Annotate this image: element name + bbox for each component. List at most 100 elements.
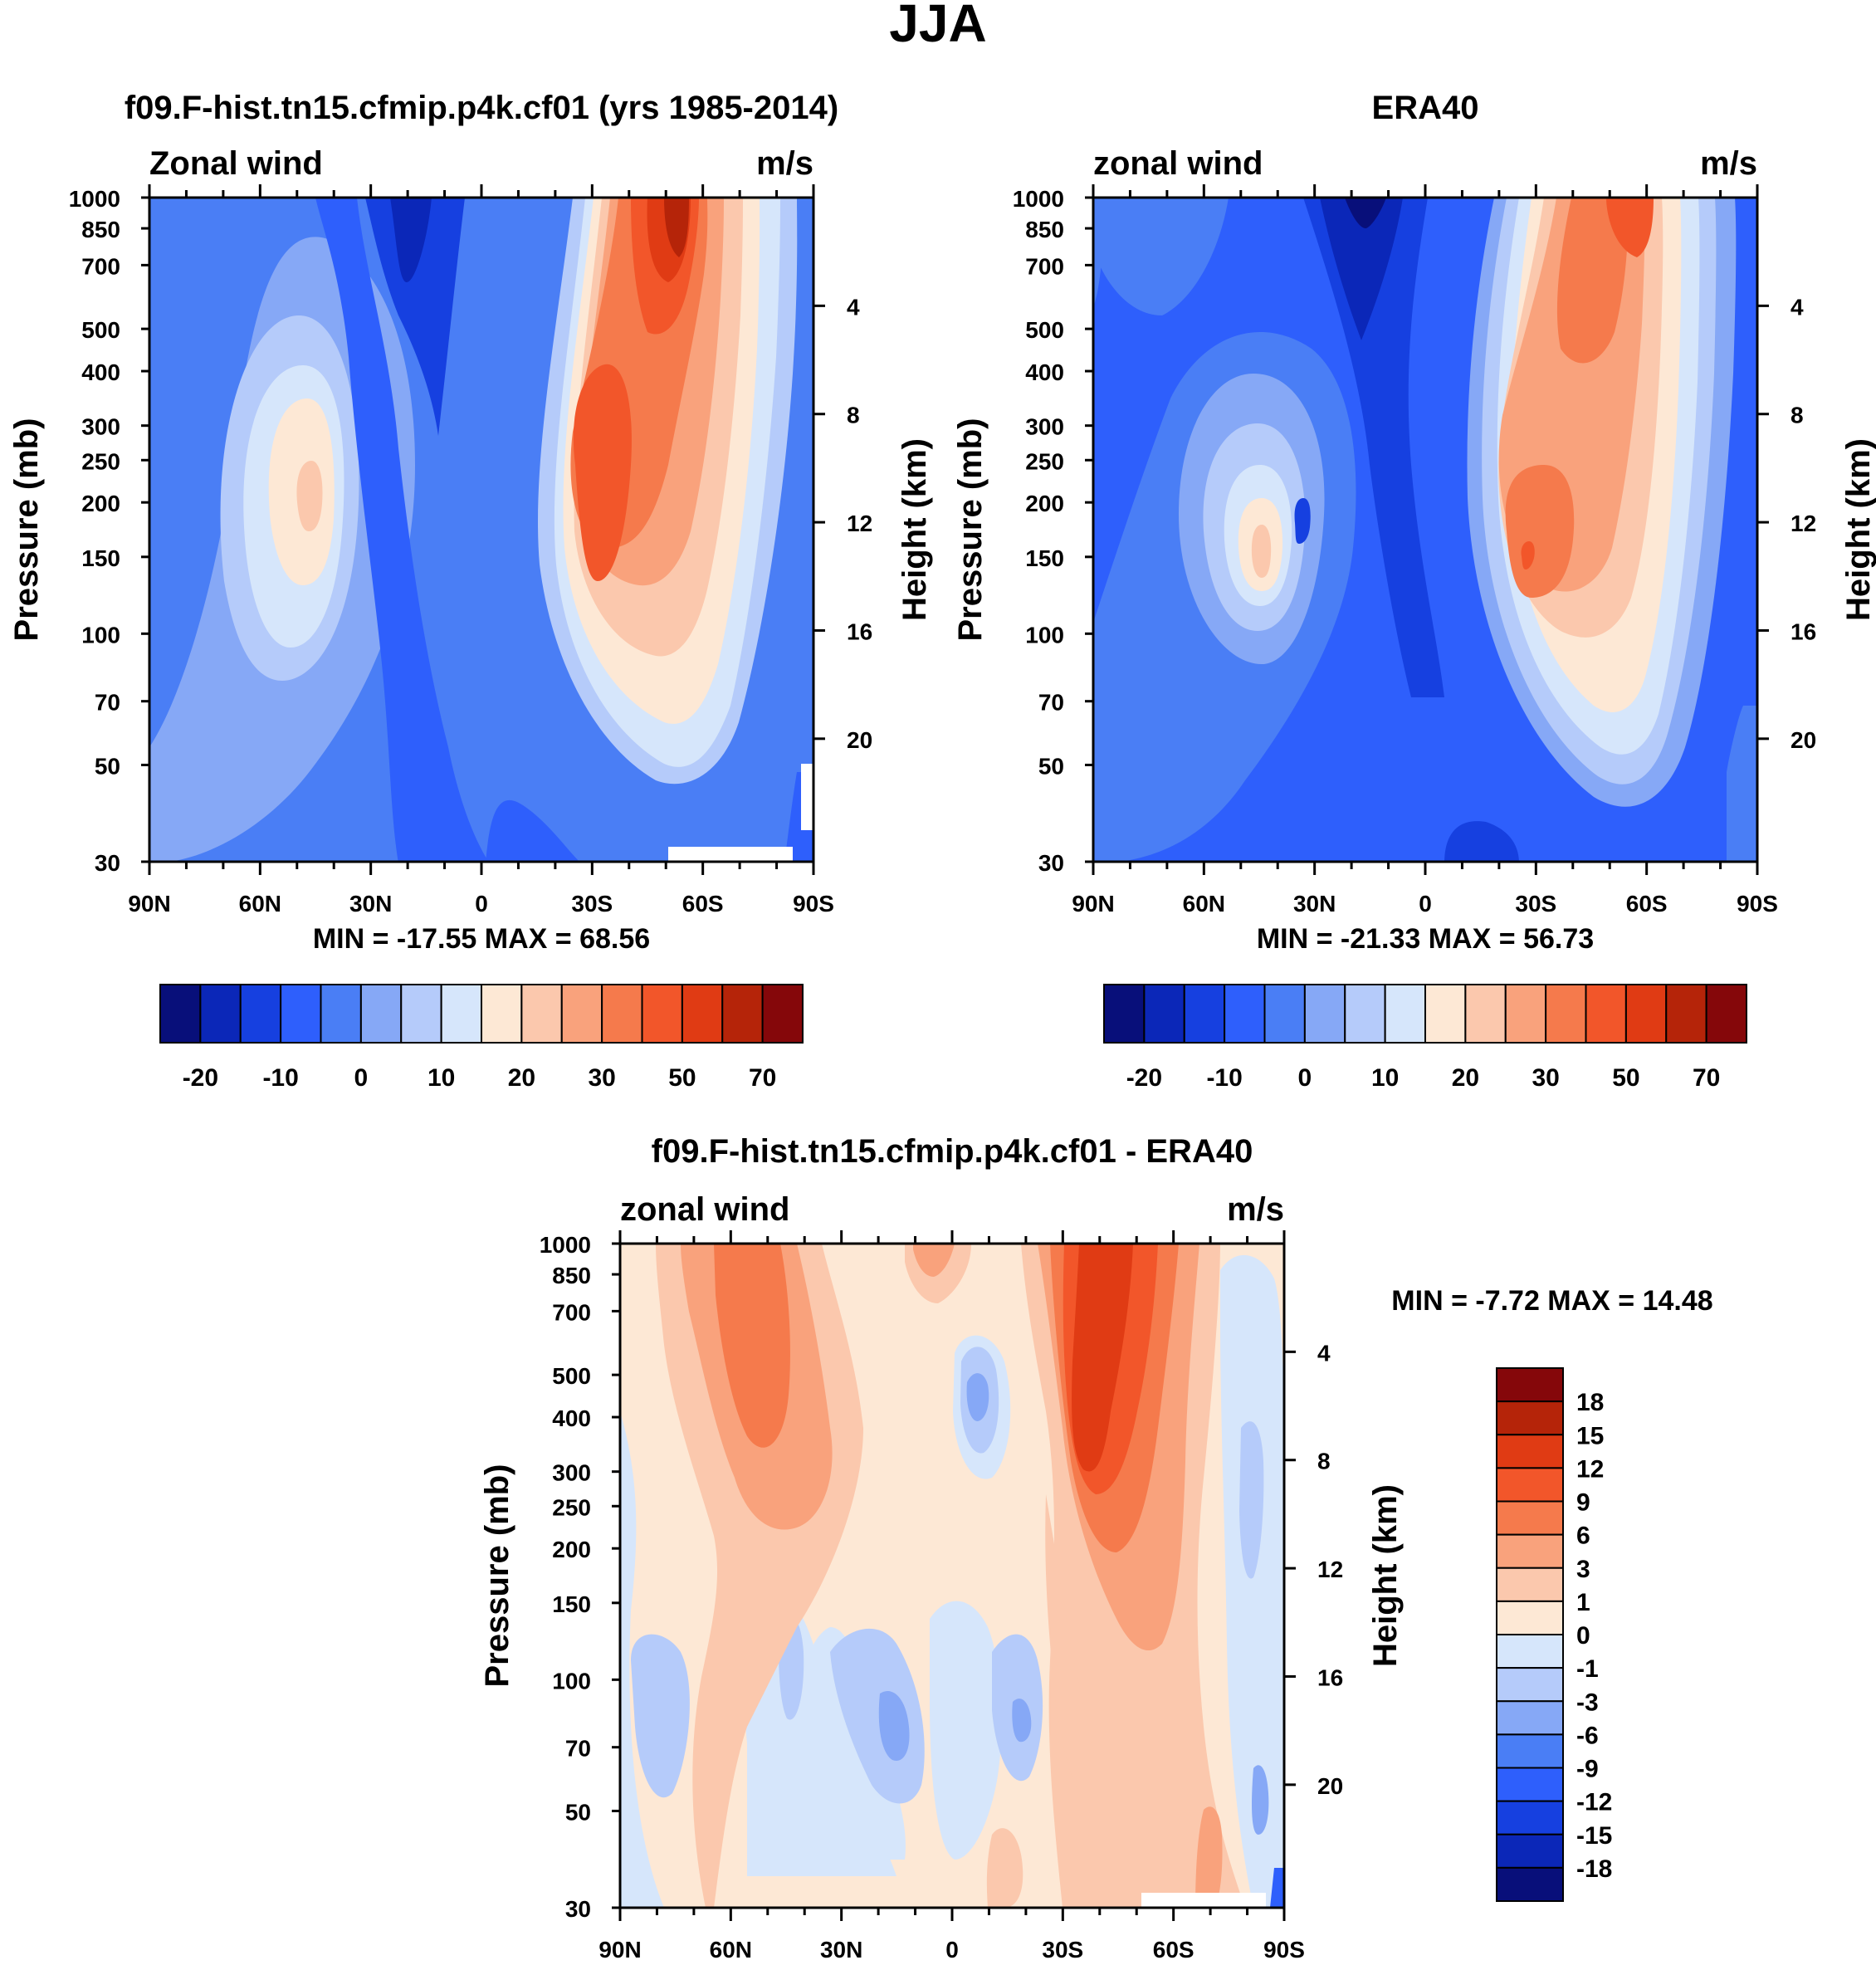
colorbar-label: 0 bbox=[1576, 1622, 1590, 1650]
pressure-tick-label: 70 bbox=[565, 1736, 591, 1762]
units-label: m/s bbox=[756, 145, 813, 182]
lat-tick-label: 60N bbox=[239, 891, 281, 917]
min-max-text: MIN = -7.72 MAX = 14.48 bbox=[1391, 1285, 1712, 1317]
pressure-tick-label: 70 bbox=[1038, 690, 1064, 716]
colorbar-box bbox=[1496, 1667, 1564, 1703]
colorbar-label: 70 bbox=[749, 1064, 776, 1092]
colorbar-label: 18 bbox=[1576, 1389, 1604, 1416]
colorbar-box bbox=[159, 984, 202, 1044]
lat-tick-label: 90S bbox=[1263, 1937, 1305, 1963]
colorbar-box bbox=[641, 984, 683, 1044]
colorbar-box bbox=[280, 984, 322, 1044]
pressure-tick-label: 850 bbox=[1025, 217, 1064, 242]
colorbar-box bbox=[1103, 984, 1146, 1044]
colorbar-box bbox=[1496, 1634, 1564, 1669]
height-tick-label: 16 bbox=[847, 618, 872, 644]
colorbar-label: 3 bbox=[1576, 1556, 1590, 1583]
pressure-tick-label: 1000 bbox=[69, 186, 120, 212]
height-tick-label: 12 bbox=[1317, 1557, 1343, 1582]
lat-tick-label: 90S bbox=[793, 891, 834, 917]
lat-tick-label: 0 bbox=[1419, 891, 1432, 917]
panel-era40: ERA40 zonal wind m/s bbox=[952, 90, 1876, 1092]
lat-tick-label: 90S bbox=[1737, 891, 1778, 917]
colorbar-label: 0 bbox=[354, 1064, 369, 1092]
lat-tick-label: 90N bbox=[598, 1937, 641, 1963]
colorbar: -20 -10 0 10 20 30 50 70 bbox=[1103, 984, 1747, 1092]
colorbar-box bbox=[721, 984, 764, 1044]
pressure-tick-label: 400 bbox=[552, 1405, 591, 1431]
colorbar-box bbox=[1504, 984, 1547, 1044]
colorbar-box bbox=[320, 984, 362, 1044]
colorbar-label: -20 bbox=[183, 1064, 218, 1092]
contour-plot bbox=[1093, 198, 1757, 862]
colorbar-label: 70 bbox=[1693, 1064, 1720, 1092]
height-tick-label: 12 bbox=[1791, 511, 1816, 536]
season-title: JJA bbox=[889, 0, 986, 53]
colorbar-box bbox=[1496, 1866, 1564, 1902]
colorbar-box bbox=[1496, 1400, 1564, 1436]
colorbar-box bbox=[199, 984, 242, 1044]
colorbar-box bbox=[1496, 1700, 1564, 1736]
colorbar-box bbox=[1384, 984, 1426, 1044]
pressure-tick-label: 850 bbox=[552, 1263, 591, 1288]
y-axis-label: Pressure (mb) bbox=[8, 418, 45, 642]
colorbar-label: -20 bbox=[1126, 1064, 1162, 1092]
colorbar-box bbox=[761, 984, 804, 1044]
lat-tick-label: 60S bbox=[1153, 1937, 1194, 1963]
pressure-tick-label: 1000 bbox=[540, 1232, 591, 1258]
left-string: Zonal wind bbox=[149, 145, 323, 182]
left-string: zonal wind bbox=[620, 1191, 789, 1228]
pressure-tick-label: 300 bbox=[81, 414, 120, 440]
colorbar-box bbox=[1585, 984, 1627, 1044]
colorbar-box bbox=[1143, 984, 1185, 1044]
y2-axis-label: Height (km) bbox=[896, 438, 933, 621]
pressure-tick-label: 30 bbox=[95, 850, 120, 876]
pressure-tick-label: 200 bbox=[552, 1537, 591, 1562]
colorbar-box bbox=[1665, 984, 1707, 1044]
axes: 30 50 70 100 150 200 250 300 400 500 700 850 1000 20 1… bbox=[8, 184, 933, 917]
height-tick-label: 20 bbox=[847, 727, 872, 753]
lat-tick-label: 60N bbox=[710, 1937, 752, 1963]
colorbar-label: 10 bbox=[427, 1064, 455, 1092]
height-tick-label: 4 bbox=[1317, 1340, 1331, 1366]
height-tick-label: 4 bbox=[847, 294, 860, 320]
pressure-tick-label: 70 bbox=[95, 690, 120, 716]
colorbar-box bbox=[1705, 984, 1747, 1044]
colorbar-label: 0 bbox=[1298, 1064, 1312, 1092]
pressure-tick-label: 400 bbox=[1025, 359, 1064, 385]
lat-tick-label: 30S bbox=[1515, 891, 1556, 917]
lat-tick-label: 0 bbox=[475, 891, 488, 917]
colorbar-box bbox=[1496, 1500, 1564, 1536]
colorbar-box bbox=[1496, 1833, 1564, 1869]
colorbar-box bbox=[1496, 1533, 1564, 1569]
colorbar-box bbox=[1303, 984, 1346, 1044]
pressure-tick-label: 30 bbox=[1038, 850, 1064, 876]
pressure-tick-label: 500 bbox=[81, 317, 120, 343]
colorbar-label: 15 bbox=[1576, 1422, 1604, 1449]
pressure-tick-label: 250 bbox=[81, 448, 120, 474]
lat-tick-label: 30N bbox=[1293, 891, 1336, 917]
pressure-tick-label: 250 bbox=[552, 1494, 591, 1520]
height-tick-label: 8 bbox=[1317, 1449, 1331, 1474]
min-max-text: MIN = -21.33 MAX = 56.73 bbox=[1257, 923, 1594, 955]
colorbar-label: 6 bbox=[1576, 1523, 1590, 1550]
contour-plot bbox=[149, 198, 813, 862]
colorbar-label: -6 bbox=[1576, 1722, 1599, 1749]
pressure-tick-label: 500 bbox=[552, 1363, 591, 1389]
pressure-tick-label: 300 bbox=[552, 1460, 591, 1486]
colorbar-box bbox=[481, 984, 523, 1044]
pressure-tick-label: 30 bbox=[565, 1896, 591, 1922]
lat-tick-label: 0 bbox=[945, 1937, 959, 1963]
colorbar-box bbox=[239, 984, 282, 1044]
colorbar-box bbox=[1496, 1434, 1564, 1469]
height-tick-label: 16 bbox=[1791, 618, 1816, 644]
colorbar-label: -10 bbox=[1206, 1064, 1242, 1092]
colorbar-box bbox=[1496, 1567, 1564, 1602]
y-axis-label: Pressure (mb) bbox=[952, 418, 989, 642]
left-string: zonal wind bbox=[1093, 145, 1263, 182]
lat-tick-label: 60N bbox=[1183, 891, 1225, 917]
height-tick-label: 20 bbox=[1317, 1773, 1343, 1799]
colorbar-label: 50 bbox=[668, 1064, 696, 1092]
lat-tick-label: 90N bbox=[128, 891, 170, 917]
colorbar-box bbox=[1624, 984, 1668, 1044]
